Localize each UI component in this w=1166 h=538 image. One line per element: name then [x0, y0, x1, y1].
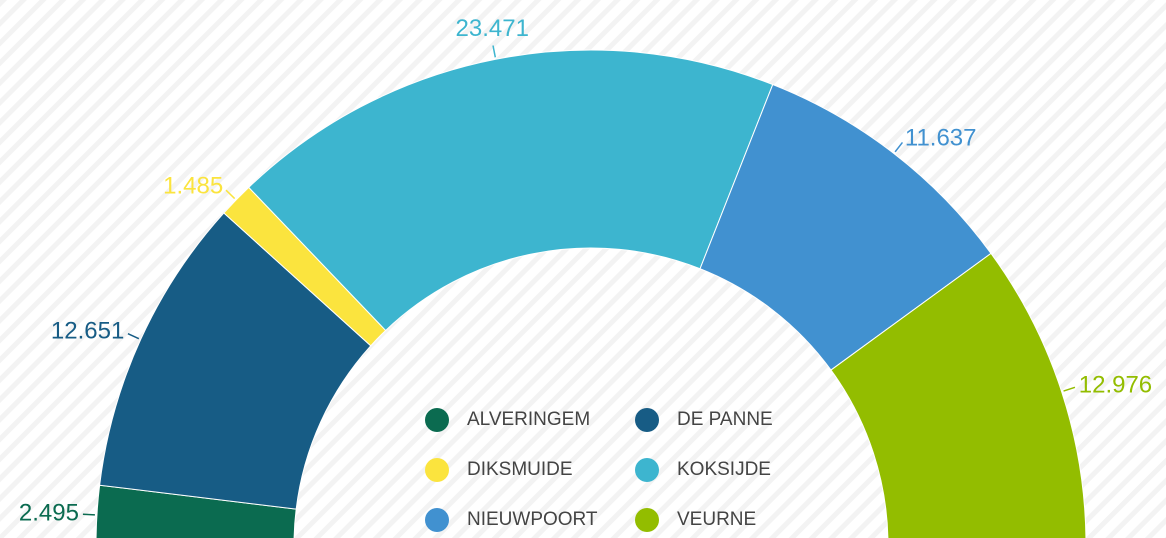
- segment: [830, 252, 1087, 538]
- label-connector: [894, 141, 904, 153]
- label-connector: [1063, 386, 1076, 392]
- value-label: 23.471: [456, 15, 529, 42]
- segment: [248, 49, 774, 332]
- legend-swatch[interactable]: [425, 458, 449, 482]
- legend-swatch[interactable]: [635, 458, 659, 482]
- value-label: 2.495: [19, 499, 79, 526]
- label-connector: [82, 513, 95, 516]
- value-label: 12.976: [1079, 371, 1152, 398]
- legend-swatch[interactable]: [425, 408, 449, 432]
- legend-swatch[interactable]: [635, 508, 659, 532]
- legend-label[interactable]: DIKSMUIDE: [467, 459, 573, 480]
- value-label: 1.485: [163, 173, 223, 200]
- legend-label[interactable]: DE PANNE: [677, 409, 773, 430]
- value-label: 12.651: [51, 317, 124, 344]
- legend-label[interactable]: ALVERINGEM: [467, 409, 590, 430]
- label-connector: [492, 45, 497, 58]
- label-connector: [225, 189, 236, 200]
- label-connector: [127, 332, 140, 340]
- legend-label[interactable]: KOKSIJDE: [677, 459, 771, 480]
- value-label: 11.637: [905, 125, 977, 152]
- legend-label[interactable]: VEURNE: [677, 509, 756, 530]
- legend-swatch[interactable]: [425, 508, 449, 532]
- legend-swatch[interactable]: [635, 408, 659, 432]
- legend-label[interactable]: NIEUWPOORT: [467, 509, 598, 530]
